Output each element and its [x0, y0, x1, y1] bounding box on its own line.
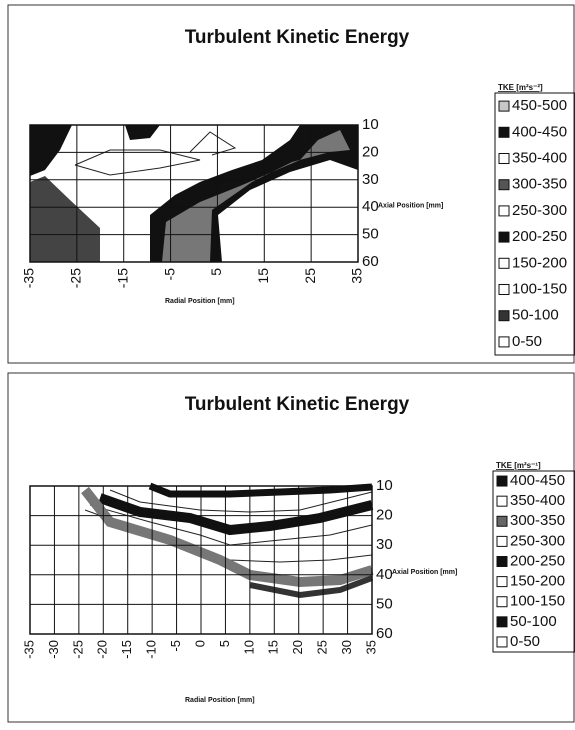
y-axis-label: Axial Position [mm]: [392, 569, 457, 576]
contour-band: [249, 575, 374, 599]
legend-swatch: [498, 205, 510, 217]
x-tick-label: -15: [114, 268, 130, 288]
contour-region: [30, 125, 72, 176]
x-tick-label: -15: [119, 640, 134, 659]
contour-band: [81, 486, 374, 588]
x-tick-label: 15: [266, 640, 281, 654]
legend-label: 400-450: [510, 472, 565, 489]
x-tick-label: 5: [217, 640, 232, 647]
legend-label: 250-300: [512, 202, 567, 219]
legend-swatch: [496, 535, 508, 547]
contour-line: [189, 131, 237, 156]
legend-label: 0-50: [510, 633, 540, 650]
chart-title: Turbulent Kinetic Energy: [185, 27, 410, 48]
legend-swatch: [498, 257, 510, 269]
legend-swatch: [496, 475, 508, 487]
legend-box: [492, 470, 575, 653]
legend-swatch: [496, 495, 508, 507]
legend-label: 250-300: [510, 532, 565, 549]
x-tick-label: -25: [70, 640, 85, 659]
legend-title: TKE [m²s⁻²]: [498, 83, 543, 92]
y-tick-label: 40: [376, 566, 393, 583]
legend-swatch: [498, 179, 510, 191]
contour-regions: [81, 482, 374, 599]
y-axis-label: Axial Position [mm]: [378, 202, 443, 209]
y-tick-label: 20: [362, 143, 379, 160]
x-tick-label: 10: [241, 640, 256, 654]
legend-label: 150-200: [510, 573, 565, 590]
y-tick-label: 20: [376, 507, 393, 524]
legend-label: 350-400: [510, 492, 565, 509]
x-tick-label: -25: [68, 268, 84, 288]
legend-swatch: [496, 515, 508, 527]
legend-swatch: [496, 596, 508, 608]
legend-label: 50-100: [510, 613, 557, 630]
contour-region: [162, 130, 350, 262]
legend-label: 50-100: [512, 307, 559, 324]
legend-swatch: [498, 284, 510, 295]
y-tick-label: 30: [376, 536, 393, 553]
chart-title: Turbulent Kinetic Energy: [185, 394, 410, 415]
x-tick-label: -5: [161, 268, 177, 281]
y-tick-label: 50: [362, 226, 379, 243]
x-tick-label: -10: [144, 640, 159, 659]
legend-swatch: [496, 616, 508, 628]
legend-label: 0-50: [512, 333, 542, 350]
legend-swatch: [498, 100, 510, 112]
contour-regions: [30, 125, 358, 262]
panel-border: [7, 372, 575, 723]
contour-band: [148, 482, 373, 498]
x-tick-label: -35: [21, 268, 37, 288]
x-tick-label: 25: [302, 268, 318, 284]
x-tick-label: 5: [208, 268, 224, 276]
x-tick-label: 25: [315, 640, 330, 654]
legend-swatch: [498, 310, 510, 322]
x-tick-label: -20: [95, 640, 110, 659]
x-tick-label: 35: [363, 640, 378, 654]
contour-region: [125, 125, 160, 140]
legend-swatch: [498, 126, 510, 138]
y-tick-label: 30: [362, 171, 379, 188]
legend-swatch: [496, 636, 508, 648]
x-tick-label: -30: [46, 640, 61, 659]
y-tick-label: 10: [362, 116, 379, 133]
y-tick-label: 50: [376, 595, 393, 612]
x-tick-label: 30: [339, 640, 354, 654]
y-tick-label: 40: [362, 198, 379, 215]
x-tick-label: 35: [349, 268, 365, 284]
legend-label: 300-350: [512, 176, 567, 193]
x-tick-label: -35: [21, 640, 36, 659]
legend-label: 450-500: [512, 97, 567, 114]
y-tick-label: 10: [376, 477, 393, 494]
contour-region: [30, 176, 100, 262]
y-tick-label: 60: [376, 625, 393, 642]
x-axis-label: Radial Position [mm]: [185, 697, 255, 704]
x-tick-label: 15: [255, 268, 271, 284]
legend-swatch: [498, 336, 510, 348]
legend-label: 400-450: [512, 123, 567, 140]
x-tick-label: -5: [168, 640, 183, 652]
legend-label: 200-250: [512, 228, 567, 245]
legend-swatch: [498, 231, 510, 243]
contour-line: [74, 149, 201, 176]
x-tick-label: 0: [192, 640, 207, 647]
legend-label: 350-400: [512, 149, 567, 166]
legend-swatch: [498, 153, 510, 164]
legend-label: 300-350: [510, 512, 565, 529]
contour-band: [98, 493, 374, 536]
legend-label: 100-150: [512, 280, 567, 297]
legend-swatch: [496, 576, 508, 588]
legend-box: [494, 92, 575, 356]
y-tick-label: 60: [362, 253, 379, 270]
legend-label: 200-250: [510, 552, 565, 569]
x-tick-label: 20: [290, 640, 305, 654]
legend-label: 150-200: [512, 254, 567, 271]
panel-border: [7, 4, 575, 364]
legend-label: 100-150: [510, 593, 565, 610]
legend-swatch: [496, 556, 508, 567]
legend-title: TKE [m²s⁻¹]: [496, 461, 541, 470]
x-axis-label: Radial Position [mm]: [165, 298, 235, 305]
